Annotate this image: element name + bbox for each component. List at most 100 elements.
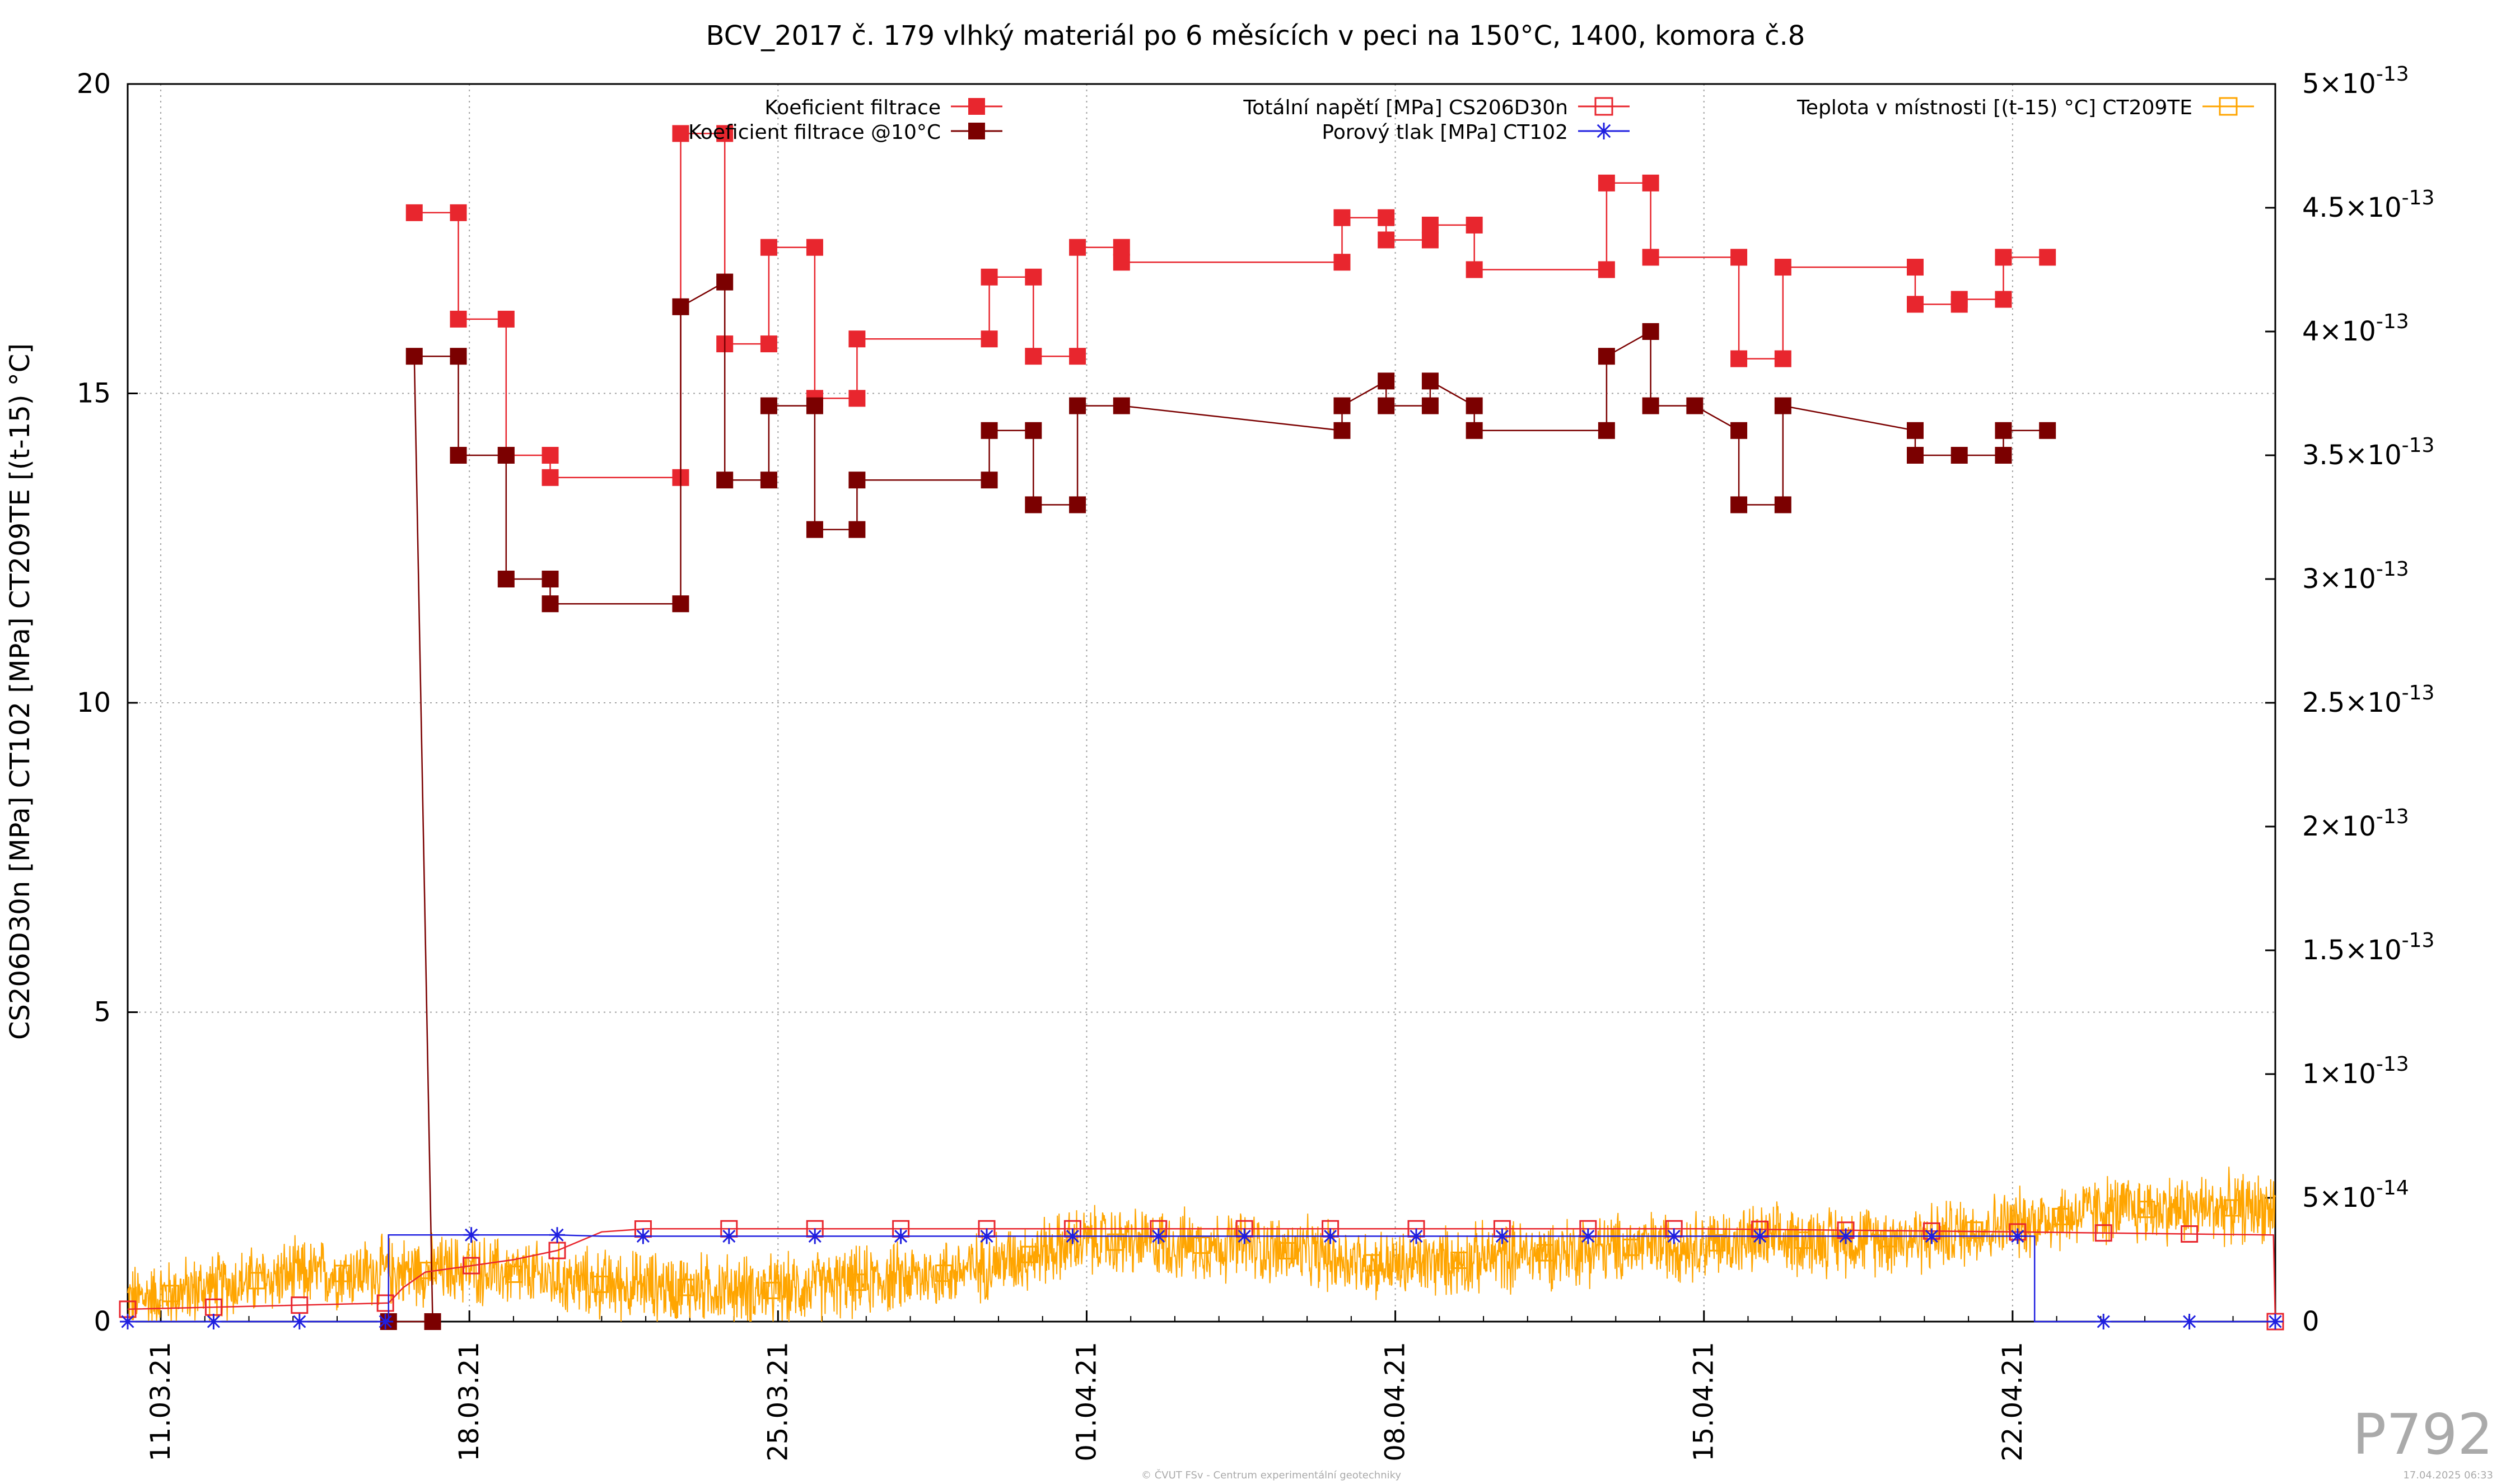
data-point [1598,348,1615,365]
data-point [463,1257,480,1275]
data-point [1995,447,2012,464]
temperature-marker [1622,1238,1640,1256]
data-point [497,447,515,464]
data-point [1642,323,1659,340]
data-point [635,1228,651,1244]
data-point [893,1228,909,1244]
chart-title: BCV_2017 č. 179 vlhký materiál po 6 měsí… [706,20,1805,52]
data-point [542,469,559,486]
data-point [672,125,689,142]
data-point [806,239,823,256]
data-point [405,348,423,365]
data-point [1065,1228,1081,1244]
temperature-marker [1536,1244,1554,1262]
legend-label: Koeficient filtrace [764,96,941,119]
temperature-line [127,1166,2276,1322]
data-point [2094,1224,2112,1242]
data-point [2096,1314,2112,1329]
data-point [1598,174,1615,192]
data-point [450,204,467,221]
grid [128,84,2275,1322]
data-point [1907,259,1924,276]
data-point [497,310,515,328]
data-point [497,571,515,587]
y2-tick-label: 5×10-14 [2302,1177,2409,1214]
data-point [2181,1314,2197,1329]
temperature-marker [935,1264,953,1282]
data-point [291,1296,309,1314]
x-tick-label: 08.04.21 [1380,1342,1411,1462]
data-point [1774,259,1791,276]
data-point [1466,261,1483,278]
data-point [1421,372,1439,390]
data-point [542,447,559,464]
temperature-marker [1450,1252,1468,1270]
data-point [549,1227,565,1243]
data-point [1466,397,1483,414]
data-point [1025,348,1042,365]
data-point [981,268,998,286]
data-point [807,1228,823,1244]
y2-tick-label: 1×10-13 [2302,1053,2409,1090]
y2-tick-label: 5×10-13 [2302,63,2409,100]
legend-marker [968,123,985,139]
x-tick-label: 01.04.21 [1071,1342,1102,1462]
data-point [848,330,866,348]
y-tick-label: 10 [77,687,111,718]
data-point [672,595,689,613]
data-point [405,204,423,221]
data-point [1421,216,1439,234]
data-point [981,330,998,348]
data-point [1069,397,1086,414]
temperature-marker [2138,1201,2155,1219]
data-point [760,472,777,489]
data-point [1025,422,1042,439]
y-tick-label: 5 [94,997,111,1028]
data-point [806,397,823,414]
legend-label: Teplota v místnosti [(t-15) °C] CT209TE [1796,96,2192,119]
data-point [1730,496,1748,514]
y-tick-label: 20 [77,68,111,100]
data-point [1642,397,1659,414]
data-point [1642,174,1659,192]
data-point [1494,1228,1510,1244]
series-1 [380,273,2056,1330]
data-point [1730,249,1748,266]
data-point [1995,291,2012,308]
data-point [1598,261,1615,278]
plot-frame [127,83,2276,1323]
y-tick-label: 0 [94,1306,111,1337]
series-line [128,1234,2275,1323]
legend-marker [1595,123,1612,139]
data-point [1025,268,1042,286]
temperature-marker [1966,1221,1984,1239]
data-point [1924,1228,1940,1244]
y-axis-right: 0 5×10-14 1×10-13 1.5×10-13 2×10-13 2.5×10-13… [2265,63,2434,1337]
series-temperature [127,1166,2276,1322]
temperature-marker [1794,1231,1812,1249]
data-point [1730,422,1748,439]
data-point [463,1227,479,1243]
temperature-marker [162,1285,180,1303]
legend-marker [968,98,985,115]
data-point [1378,372,1395,390]
data-point [1069,496,1086,514]
data-point [1378,231,1395,249]
legend-label: Porový tlak [MPa] CT102 [1322,121,1568,144]
data-point [1838,1228,1854,1244]
data-point [1907,296,1924,313]
temperature-marker [1107,1233,1124,1251]
data-point [450,348,467,365]
data-point [1950,291,1968,308]
data-point [1950,447,1968,464]
data-point [1333,422,1351,439]
data-point [716,273,734,291]
x-tick-label: 15.04.21 [1688,1342,1720,1462]
data-point [120,1314,136,1329]
data-point [1113,397,1130,414]
data-point [1580,1228,1596,1244]
legend-marker [2219,97,2238,116]
data-point [1408,1228,1424,1244]
data-point [1466,216,1483,234]
